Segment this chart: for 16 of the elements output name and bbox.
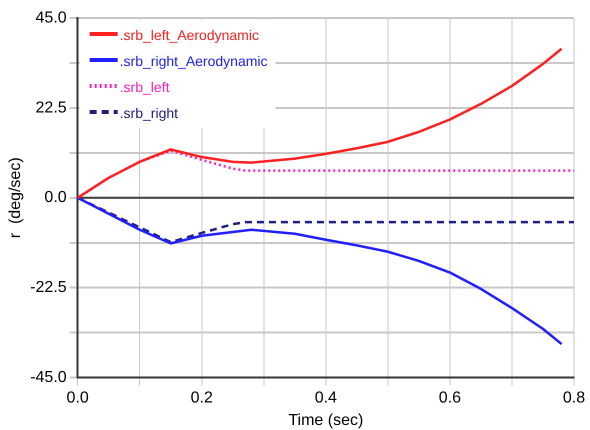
y-tick-label: 0.0 — [44, 189, 67, 206]
legend-label: .srb_left — [120, 78, 170, 95]
y-axis-title: r (deg/sec) — [7, 157, 24, 238]
legend-label: .srb_left_Aerodynamic — [120, 26, 259, 43]
x-tick-label: 0.4 — [314, 390, 338, 407]
x-tick-label: 0.2 — [190, 390, 213, 407]
x-tick-label: 0.0 — [66, 390, 89, 407]
legend-label: .srb_right — [120, 104, 178, 121]
x-tick-label: 0.8 — [562, 390, 586, 407]
y-tick-label: -22.5 — [30, 279, 67, 296]
legend-label: .srb_right_Aerodynamic — [120, 52, 268, 69]
x-tick-label: 0.6 — [438, 390, 462, 407]
x-axis-title: Time (sec) — [288, 412, 364, 429]
y-tick-label: 45.0 — [36, 9, 67, 26]
y-tick-label: -45.0 — [30, 369, 67, 386]
y-tick-label: 22.5 — [36, 99, 67, 116]
